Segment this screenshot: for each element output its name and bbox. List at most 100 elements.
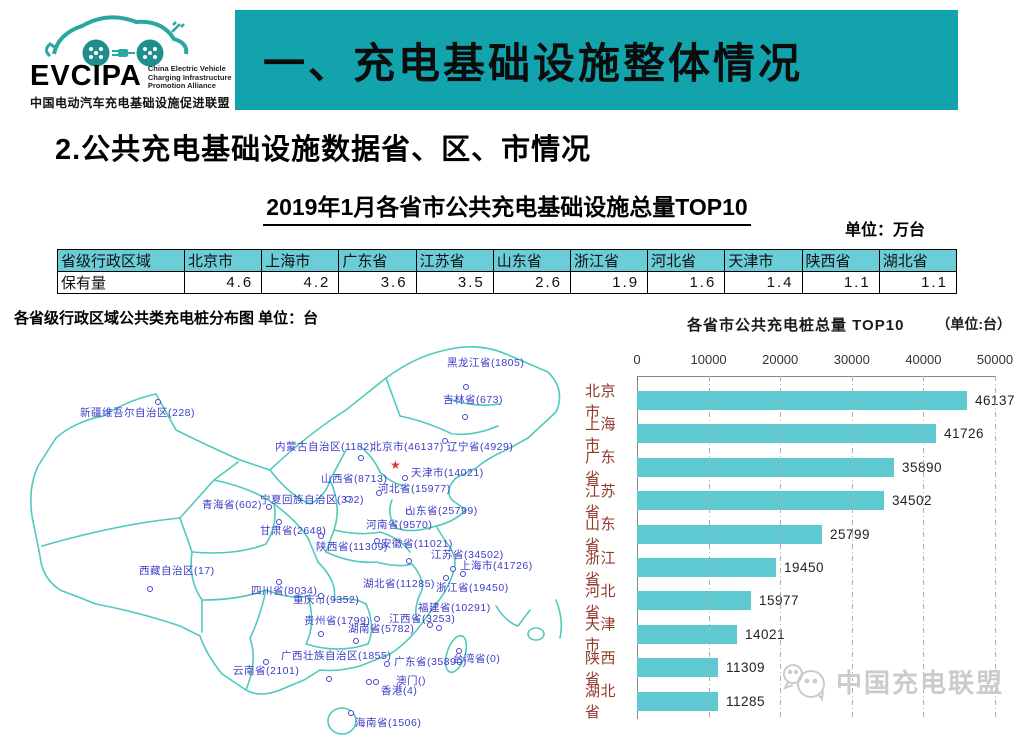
map-province-label: 内蒙古自治区(1182) (275, 441, 374, 453)
map-province-label: 山西省(8713) (321, 473, 388, 485)
x-tick-label: 30000 (833, 352, 870, 367)
x-tick-label: 0 (633, 352, 641, 367)
map-province-label: 甘肃省(2648) (260, 525, 327, 537)
map-title: 各省级行政区域公共类充电桩分布图 单位：台 (14, 310, 319, 327)
table-header-cell: 陕西省 (801, 249, 880, 272)
bar (637, 491, 884, 511)
bar (637, 558, 776, 577)
bar-value-label: 15977 (759, 593, 800, 609)
x-tick-label: 40000 (905, 352, 942, 367)
table-value-cell: 1.1 (801, 271, 880, 294)
table-value-cell: 3.6 (338, 271, 417, 294)
map-province-label: 新疆维吾尔自治区(228) (80, 407, 196, 419)
map-province-label: 北京市(46137) (371, 441, 444, 453)
top10-bar-chart: 各省市公共充电桩总量 TOP10 （单位:台） 北京市 46137 上海市 41726… (585, 314, 1015, 734)
map-province-label: 江西省(3253) (389, 613, 456, 625)
map-marker-dot (366, 679, 372, 685)
table-unit-label: 单位：万台 (845, 222, 926, 239)
wechat-icon (782, 664, 825, 702)
bar-category-label: 北京市 (585, 382, 617, 421)
banner-title: 一、充电基础设施整体情况 (263, 41, 804, 88)
bar-value-label: 25799 (830, 526, 871, 542)
table-title-wrap: 2019年1月各省市公共充电基础设施总量TOP10 (57, 188, 957, 226)
map-marker-dot (276, 579, 282, 585)
map-province-label: 西藏自治区(17) (139, 565, 215, 577)
map-province-label: 黑龙江省(1805) (447, 357, 525, 369)
logo-english-name: China Electric Vehicle Charging Infrastr… (147, 64, 232, 91)
map-marker-dot (456, 648, 462, 654)
bar-value-label: 35890 (902, 459, 943, 475)
map-province-label: 贵州省(1799) (304, 615, 371, 627)
map-marker-dot (326, 676, 332, 682)
table-header-cell: 浙江省 (569, 249, 649, 272)
table-header-cell: 上海市 (261, 249, 340, 272)
map-marker-dot (406, 558, 412, 564)
bar (637, 424, 936, 444)
x-tick-mark (637, 376, 638, 381)
section-banner: 一、充电基础设施整体情况 (235, 10, 958, 110)
gridline (995, 376, 996, 719)
bar-value-label: 41726 (944, 426, 985, 442)
bar-category-label: 广东省 (585, 449, 617, 488)
map-marker-dot (450, 566, 456, 572)
evcipa-logo: EVCIPA China Electric Vehicle Charging I… (30, 6, 238, 118)
chart-unit-label: （单位:台） (936, 316, 1011, 332)
table-title: 2019年1月各省市公共充电基础设施总量TOP10 (263, 188, 751, 226)
gridline (780, 376, 782, 719)
x-tick-label: 20000 (762, 352, 799, 367)
map-marker-dot (373, 679, 379, 685)
map-marker-dot (266, 504, 272, 510)
bar-value-label: 19450 (784, 560, 825, 575)
bar (637, 524, 822, 544)
map-province-label: 山东省(25799) (405, 505, 478, 517)
map-province-label: 台湾省(0) (453, 653, 501, 665)
table-header-cell: 省级行政区域 (57, 249, 185, 272)
gridline (708, 376, 710, 719)
map-marker-dot (263, 659, 269, 665)
map-province-label: 重庆市(9352) (293, 594, 360, 606)
china-map-outline (30, 346, 563, 735)
gridline (851, 376, 853, 719)
table-data-row: 保有量 4.6 4.2 3.6 3.5 2.6 1.9 1.6 1.4 1.1 1.1 (57, 271, 958, 294)
table-value-cell: 2.6 (492, 271, 571, 294)
table-value-cell: 1.6 (647, 271, 726, 294)
map-province-label: 陕西省(11309) (316, 541, 388, 553)
map-marker-dot (358, 455, 364, 461)
bar-category-label: 上海市 (585, 415, 617, 454)
logo-chinese-name: 中国电动汽车充电基础设施促进联盟 (30, 96, 231, 110)
map-province-label: 青海省(602) (202, 499, 263, 511)
map-marker-dot (384, 661, 390, 667)
bar-category-label: 天津市 (585, 616, 617, 655)
map-province-label: 安徽省(11021) (381, 538, 453, 550)
bar (637, 457, 894, 477)
chart-top-axis (637, 376, 995, 377)
chart-title: 各省市公共充电桩总量 TOP10 (687, 317, 905, 334)
map-marker-dot (353, 638, 359, 644)
bar-value-label: 11309 (726, 660, 766, 676)
map-marker-dot (402, 475, 408, 481)
map-marker-dot (348, 710, 354, 716)
watermark: 中国充电联盟 (780, 660, 1004, 702)
map-marker-dot (376, 490, 382, 496)
map-province-label: 云南省(2101) (233, 665, 300, 677)
bar (637, 391, 967, 410)
bar-category-label: 湖北省 (585, 683, 617, 722)
map-province-label: 广西壮族自治区(1855) (281, 650, 392, 662)
bar (637, 658, 718, 678)
table-value-cell: 4.2 (261, 271, 340, 294)
map-province-label: 湖南省(5782) (348, 623, 415, 635)
bar-category-label: 陕西省 (585, 649, 617, 688)
bar-category-label: 河北省 (585, 582, 617, 621)
evcipa-car-icon (45, 15, 189, 67)
map-marker-dot (436, 625, 442, 631)
map-marker-dot (276, 519, 282, 525)
beijing-star-marker: ★ (390, 458, 401, 472)
map-province-label: 上海市(41726) (460, 560, 533, 572)
chart-title-row: 各省市公共充电桩总量 TOP10 （单位:台） (585, 314, 1015, 335)
table-row-label: 保有量 (57, 271, 185, 294)
map-marker-dot (427, 622, 433, 628)
map-province-label: 湖北省(11285) (363, 578, 435, 590)
map-marker-dot (374, 538, 380, 544)
table-header-cell: 天津市 (724, 249, 803, 272)
